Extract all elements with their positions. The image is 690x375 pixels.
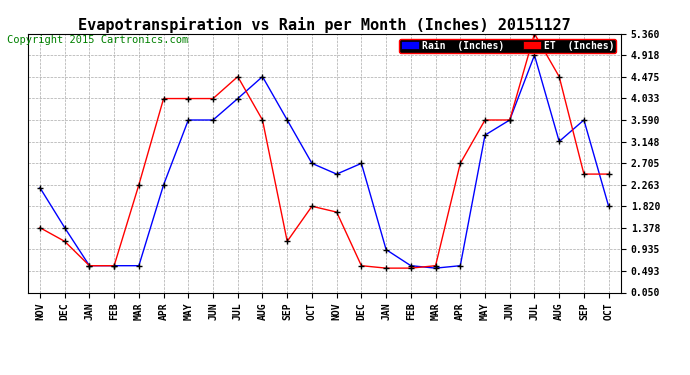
Legend: Rain  (Inches), ET  (Inches): Rain (Inches), ET (Inches) xyxy=(400,39,616,53)
Title: Evapotranspiration vs Rain per Month (Inches) 20151127: Evapotranspiration vs Rain per Month (In… xyxy=(78,16,571,33)
Text: Copyright 2015 Cartronics.com: Copyright 2015 Cartronics.com xyxy=(7,35,188,45)
